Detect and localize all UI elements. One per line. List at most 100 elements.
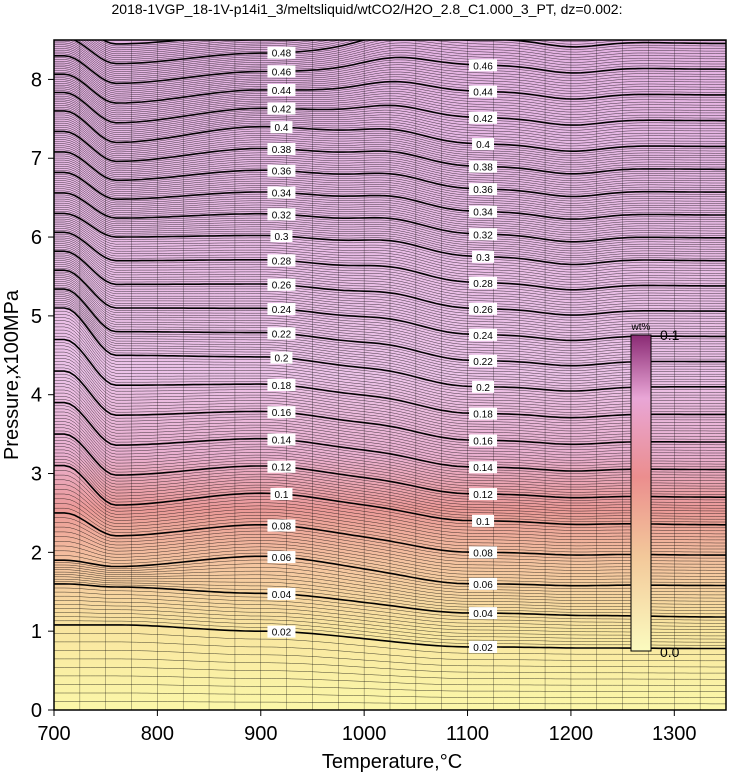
contour-line	[54, 135, 726, 179]
contour-line	[54, 241, 726, 303]
contour-line	[54, 283, 726, 359]
contour-line-major	[54, 130, 726, 175]
contour-line-major	[54, 73, 726, 104]
contour-line	[54, 204, 726, 256]
contour-label: 0.02	[473, 643, 493, 654]
contour-label: 0.24	[272, 305, 292, 316]
contour-label: 0.2	[476, 383, 490, 394]
contour-line	[85, 40, 331, 57]
contour-line	[54, 581, 726, 615]
contour-label-bg	[472, 514, 495, 527]
contour-line	[54, 66, 726, 96]
contour-line	[54, 329, 726, 410]
contour-line	[54, 383, 726, 456]
contour-line	[54, 305, 726, 389]
contour-line	[54, 292, 726, 372]
contour-line	[54, 489, 726, 541]
contour-label-bg	[267, 460, 296, 473]
contour-line	[54, 198, 726, 249]
contour-line	[54, 317, 726, 400]
contour-label: 0.34	[272, 189, 292, 200]
contour-label: 0.38	[473, 163, 493, 174]
contour-line	[54, 271, 726, 344]
contour-line	[54, 125, 726, 168]
contour-label-bg	[469, 111, 498, 124]
contour-line	[54, 358, 726, 434]
contour-line	[54, 430, 726, 496]
contour-line	[54, 127, 726, 170]
contour-line	[54, 216, 726, 270]
contour-line	[54, 226, 726, 283]
contour-line	[54, 536, 726, 571]
contour-line-major	[54, 269, 726, 342]
contour-label: 0.4	[476, 140, 490, 151]
contour-line	[54, 323, 726, 405]
contour-line	[54, 75, 726, 106]
contour-line	[54, 427, 726, 493]
contour-line	[54, 137, 726, 181]
contour-line-major	[54, 250, 726, 316]
contour-line	[54, 64, 726, 94]
contour-line-major	[54, 231, 726, 291]
contour-line	[54, 279, 726, 354]
contour-line	[54, 675, 726, 686]
y-tick-label: 6	[31, 227, 42, 249]
colorbar-gradient	[630, 334, 652, 652]
contour-line	[54, 83, 726, 114]
contour-line	[54, 418, 726, 485]
contour-label-bg	[469, 640, 498, 653]
contour-line	[54, 310, 726, 394]
contour-line	[54, 188, 726, 238]
contour-line	[54, 446, 726, 509]
y-tick-label: 4	[31, 385, 42, 407]
contour-line	[54, 443, 726, 506]
contour-line	[54, 70, 726, 100]
contour-line	[54, 200, 726, 252]
contour-line	[54, 296, 726, 377]
contour-label: 0.3	[274, 232, 288, 243]
contour-line	[54, 701, 726, 705]
contour-line	[54, 396, 726, 466]
contour-line-major	[54, 288, 726, 367]
contour-line	[54, 176, 726, 224]
contour-line	[54, 86, 726, 118]
contour-line-major	[54, 624, 726, 650]
y-tick-label: 2	[31, 542, 42, 564]
contour-line	[54, 45, 726, 74]
contour-label-bg	[469, 85, 498, 98]
contour-line	[54, 40, 726, 68]
contour-line	[54, 84, 726, 116]
contour-line	[54, 178, 726, 227]
contour-line	[54, 62, 726, 92]
contour-line	[54, 392, 726, 464]
contour-line-major	[54, 338, 726, 419]
contour-line	[80, 40, 602, 60]
contour-line	[54, 364, 726, 440]
contour-line	[54, 389, 726, 461]
contour-line	[54, 405, 726, 474]
contour-line-major	[54, 464, 726, 526]
contour-line	[54, 336, 726, 416]
contour-label-bg	[469, 160, 498, 173]
contour-line	[54, 233, 726, 293]
contour-line	[54, 437, 726, 501]
contour-label-bg	[267, 278, 296, 291]
contour-line	[54, 157, 726, 204]
contour-line	[54, 286, 726, 364]
y-tick-label: 1	[31, 621, 42, 643]
contour-line	[54, 161, 726, 209]
contour-line	[54, 207, 726, 258]
contour-line-major	[54, 307, 726, 392]
contour-line-major	[54, 171, 726, 220]
y-axis-ticks: 0 1 2 3 4 5 6 7 8	[31, 69, 54, 722]
contour-line	[54, 209, 726, 261]
contour-line	[54, 440, 726, 504]
contour-line	[54, 116, 726, 159]
colorbar-max-label: 0.1	[660, 327, 680, 343]
contour-label-bg	[469, 434, 498, 447]
contour-line	[54, 345, 726, 424]
contour-line	[54, 355, 726, 432]
contour-line	[54, 275, 726, 349]
contour-line	[54, 249, 726, 313]
